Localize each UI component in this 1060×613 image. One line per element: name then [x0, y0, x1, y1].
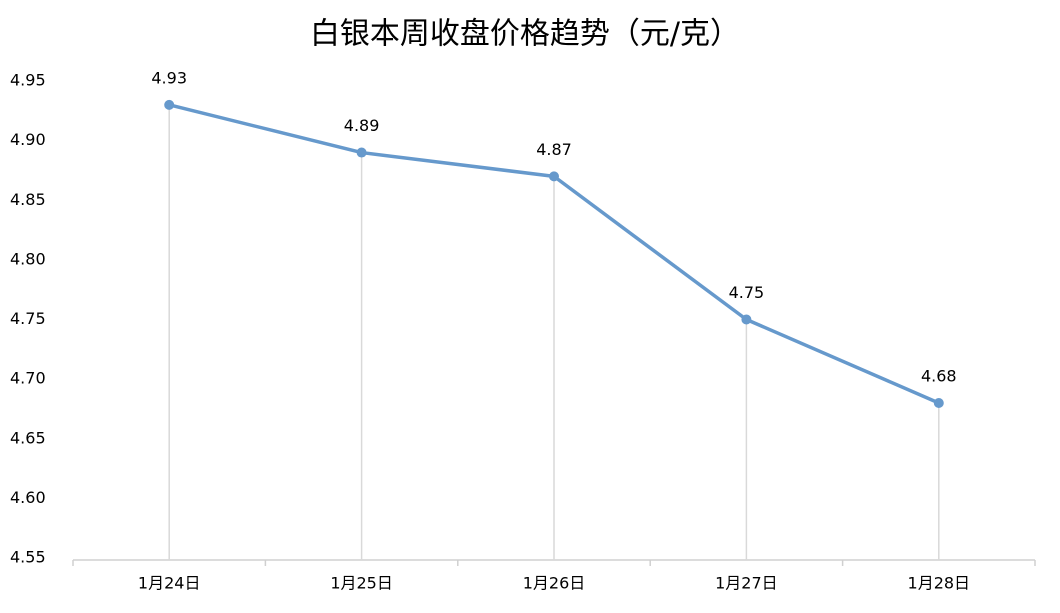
y-tick-label: 4.95: [10, 71, 46, 90]
y-tick-label: 4.65: [10, 428, 46, 447]
x-tick-label: 1月24日: [138, 574, 201, 593]
data-label: 4.87: [536, 140, 572, 159]
data-label: 4.75: [729, 283, 765, 302]
x-tick-label: 1月25日: [330, 574, 393, 593]
y-tick-label: 4.90: [10, 130, 46, 149]
data-label: 4.89: [344, 116, 380, 135]
y-tick-label: 4.55: [10, 548, 46, 567]
chart-title: 白银本周收盘价格趋势（元/克）: [310, 17, 740, 52]
y-tick-label: 4.75: [10, 309, 46, 328]
y-tick-label: 4.60: [10, 488, 46, 507]
data-point: [933, 397, 944, 408]
data-point: [356, 147, 367, 158]
x-tick-label: 1月26日: [523, 574, 586, 593]
y-tick-label: 4.80: [10, 249, 46, 268]
x-tick-label: 1月28日: [908, 574, 971, 593]
data-point: [164, 99, 175, 110]
y-tick-label: 4.85: [10, 190, 46, 209]
x-tick-label: 1月27日: [715, 574, 778, 593]
data-label: 4.68: [921, 366, 957, 385]
y-tick-label: 4.70: [10, 369, 46, 388]
data-point: [549, 171, 559, 182]
data-label: 4.93: [151, 68, 187, 87]
data-point: [741, 314, 752, 325]
